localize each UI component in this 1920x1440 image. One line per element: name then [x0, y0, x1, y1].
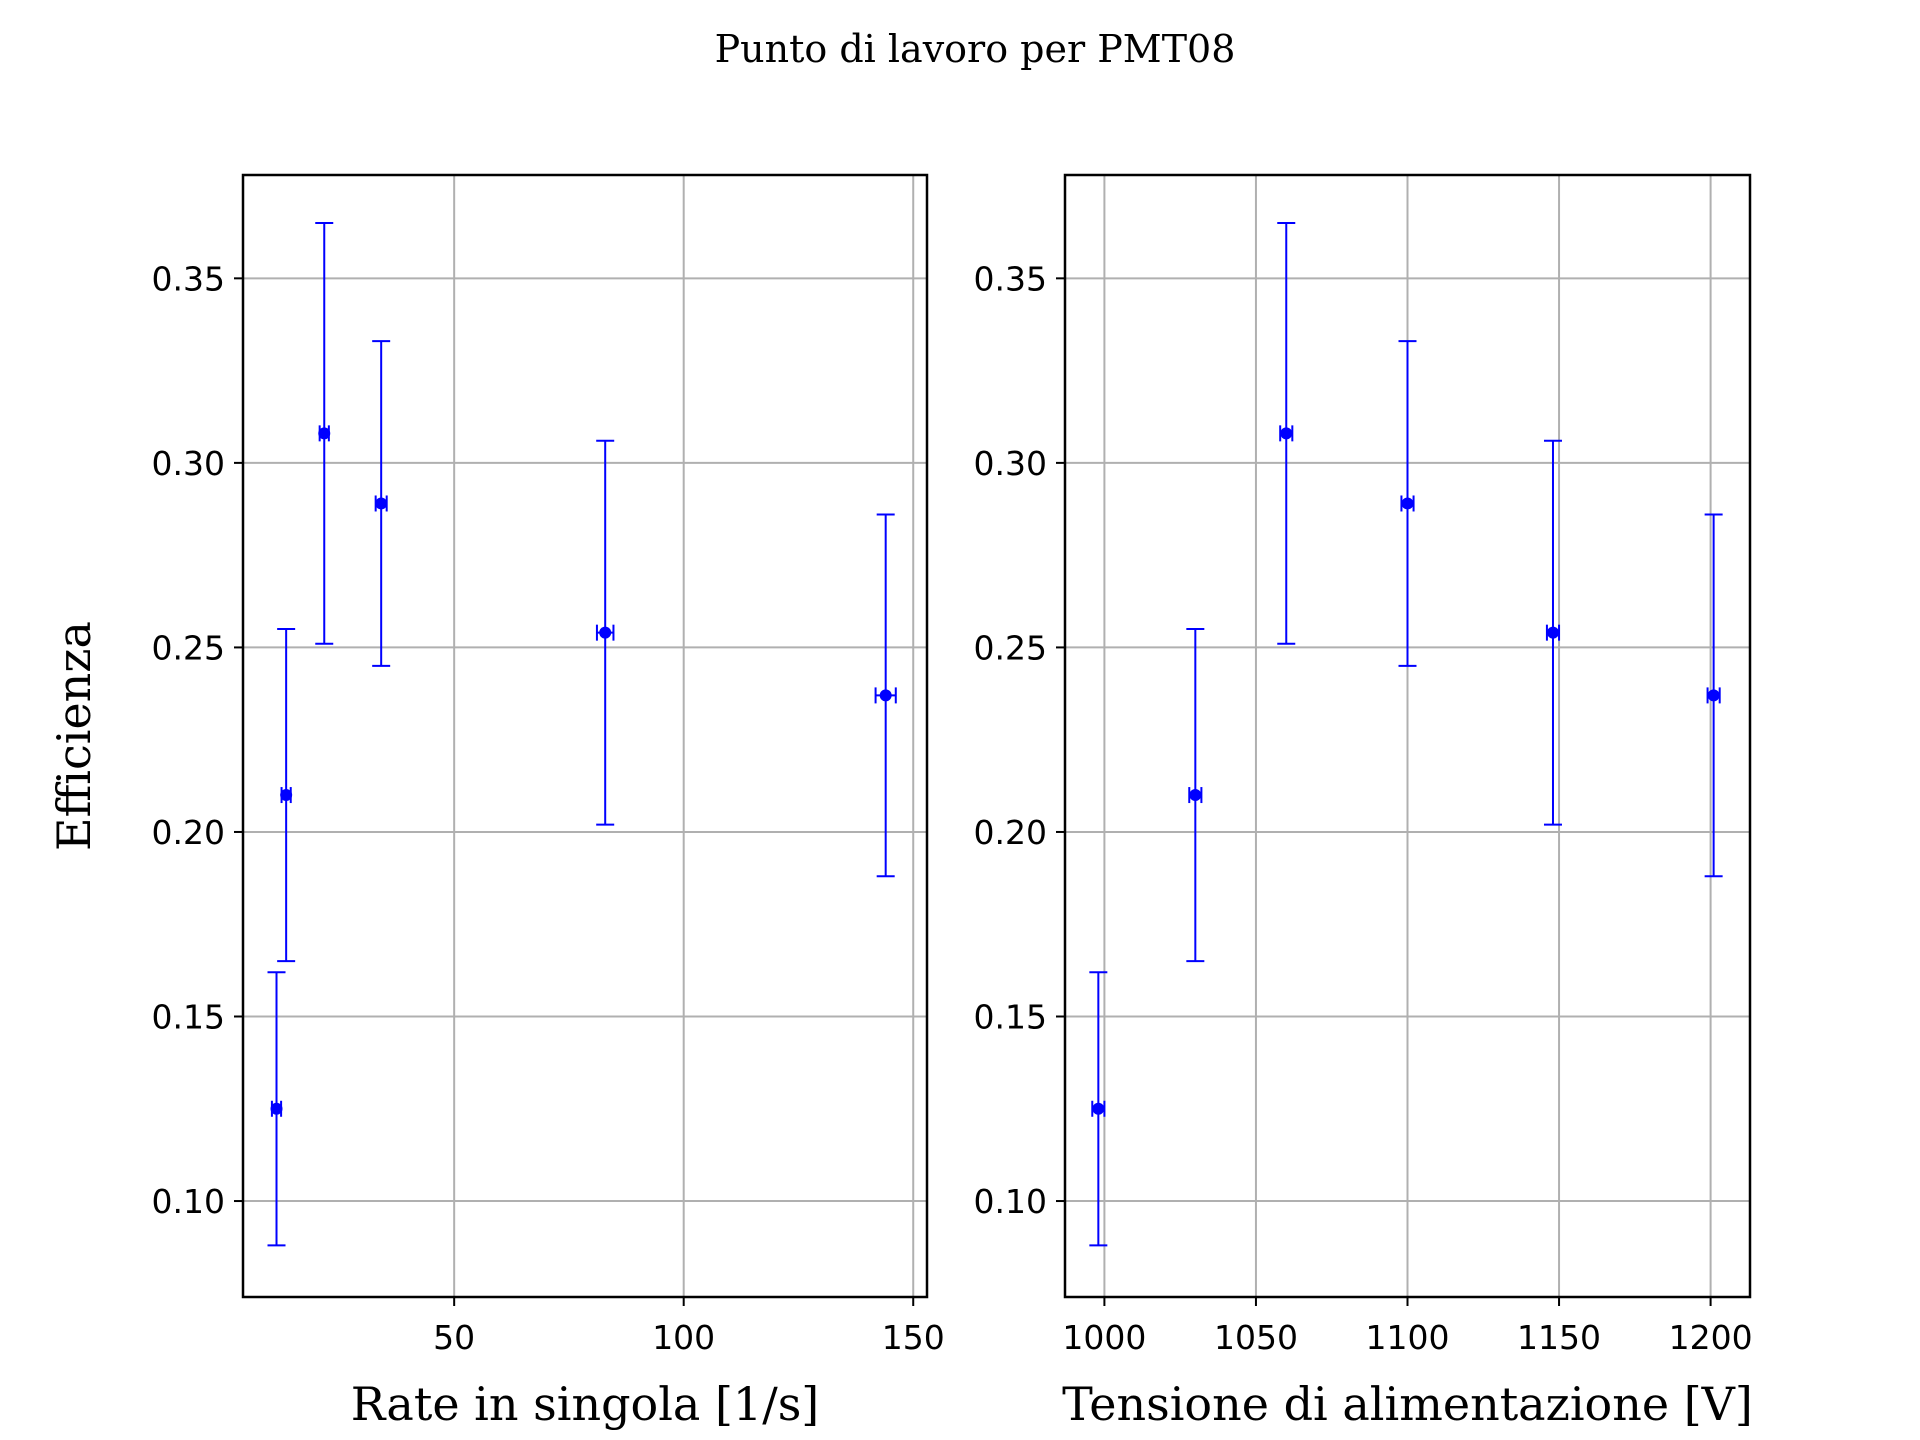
data-point [1186, 627, 1205, 963]
y-tick-label: 0.30 [974, 444, 1047, 483]
x-tick-label: 1050 [1214, 1318, 1298, 1357]
data-point [1277, 221, 1296, 645]
y-tick-label: 0.15 [974, 998, 1047, 1037]
x-tick-label: 150 [882, 1318, 945, 1357]
data-marker [1092, 1102, 1105, 1115]
data-marker [280, 789, 293, 802]
data-marker [318, 427, 331, 440]
y-tick-label: 0.25 [974, 628, 1047, 667]
x-tick-label: 1200 [1669, 1318, 1753, 1357]
data-marker [270, 1102, 283, 1115]
x-tick-label: 1100 [1366, 1318, 1450, 1357]
left-plot-rate: 50 100 150 0.10 0.15 0.20 0.25 0.30 0.35 Rate in … [47, 173, 945, 1431]
axes-frame [241, 173, 929, 1299]
data-point [372, 340, 391, 667]
x-tick-label: 1000 [1062, 1318, 1146, 1357]
x-axis-label: Tensione di alimentazione [V] [1062, 1377, 1753, 1431]
y-tick-label: 0.20 [974, 813, 1047, 852]
data-point [267, 971, 286, 1247]
figure-title: Punto di lavoro per PMT08 [715, 27, 1236, 71]
data-marker [1401, 497, 1414, 510]
data-point [1089, 971, 1108, 1247]
y-tick-label: 0.20 [152, 813, 225, 852]
data-marker [1546, 626, 1559, 639]
data-point [1543, 439, 1562, 826]
y-tick-label: 0.35 [974, 259, 1047, 298]
x-axis-label: Rate in singola [1/s] [351, 1377, 820, 1431]
data-marker [1280, 427, 1293, 440]
y-tick-label: 0.35 [152, 259, 225, 298]
data-marker [1707, 689, 1720, 702]
data-marker [1189, 789, 1202, 802]
right-plot-voltage: 1000 1050 1100 1150 1200 0.10 0.15 0.20 0.25 0.30… [974, 173, 1753, 1431]
data-point [315, 221, 334, 645]
data-point [1398, 340, 1417, 667]
data-point [874, 513, 897, 878]
y-tick-label: 0.10 [974, 1182, 1047, 1221]
x-tick-label: 50 [433, 1318, 475, 1357]
y-tick-label: 0.25 [152, 628, 225, 667]
data-marker [599, 626, 612, 639]
data-point [1704, 513, 1723, 878]
x-tick-label: 1150 [1517, 1318, 1601, 1357]
y-tick-label: 0.30 [152, 444, 225, 483]
data-point [595, 439, 615, 826]
axes-frame [1063, 173, 1752, 1299]
y-tick-label: 0.10 [152, 1182, 225, 1221]
x-tick-label: 100 [652, 1318, 715, 1357]
data-marker [879, 689, 892, 702]
y-axis-label: Efficienza [47, 621, 101, 851]
y-tick-label: 0.15 [152, 998, 225, 1037]
data-point [277, 627, 296, 963]
data-marker [375, 497, 388, 510]
